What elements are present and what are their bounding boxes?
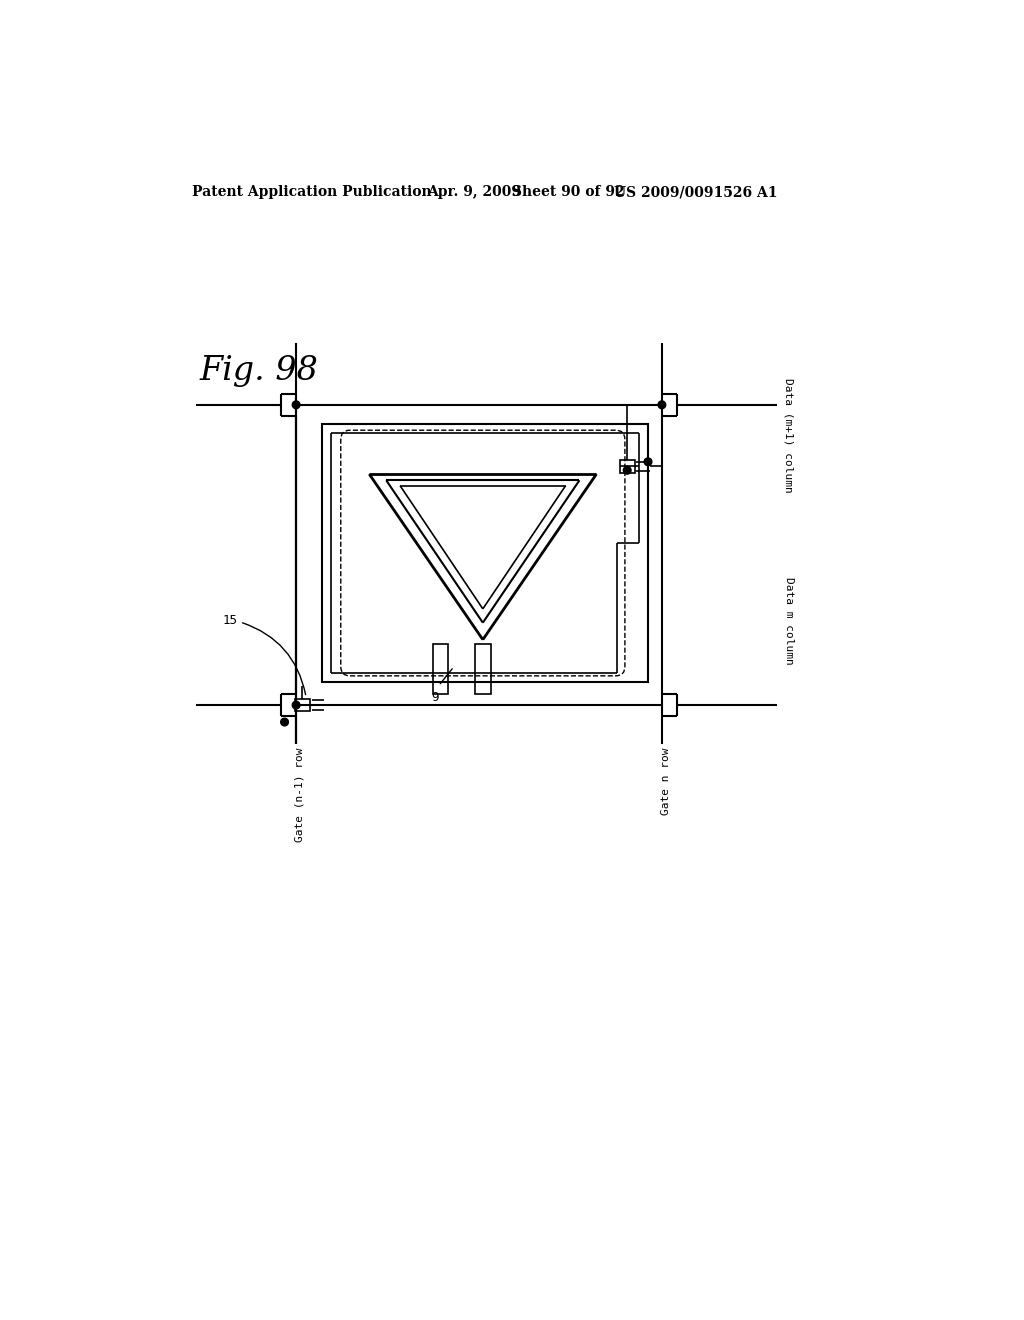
- Text: Gate (n-1) row: Gate (n-1) row: [295, 747, 305, 842]
- Bar: [295, 700, 310, 711]
- Circle shape: [292, 701, 300, 709]
- Circle shape: [292, 401, 300, 409]
- Circle shape: [281, 718, 289, 726]
- Text: Fig. 98: Fig. 98: [200, 355, 318, 387]
- Text: Apr. 9, 2009: Apr. 9, 2009: [427, 185, 521, 199]
- Text: 9: 9: [431, 692, 438, 705]
- Bar: [433, 644, 449, 693]
- Text: Patent Application Publication: Patent Application Publication: [193, 185, 432, 199]
- Text: 15: 15: [223, 614, 238, 627]
- Text: Data (m+1) column: Data (m+1) column: [784, 379, 794, 492]
- Text: US 2009/0091526 A1: US 2009/0091526 A1: [614, 185, 777, 199]
- Circle shape: [644, 458, 652, 466]
- Circle shape: [658, 401, 666, 409]
- Text: Data m column: Data m column: [784, 577, 794, 664]
- Circle shape: [624, 466, 631, 474]
- Bar: [475, 644, 490, 693]
- Text: Gate n row: Gate n row: [660, 747, 671, 814]
- Bar: [620, 461, 635, 473]
- Text: Sheet 90 of 92: Sheet 90 of 92: [512, 185, 625, 199]
- Bar: [322, 424, 648, 682]
